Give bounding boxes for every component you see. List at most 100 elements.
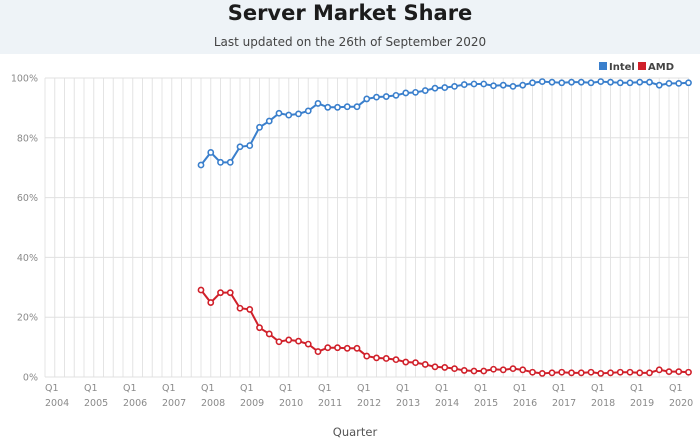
data-point-amd[interactable] <box>675 368 683 376</box>
data-point-amd[interactable] <box>558 368 566 376</box>
data-point-amd[interactable] <box>412 359 419 367</box>
data-point-amd[interactable] <box>490 365 497 373</box>
data-point-intel[interactable] <box>324 103 332 111</box>
data-point-intel[interactable] <box>197 161 205 169</box>
data-point-amd[interactable] <box>470 367 478 375</box>
data-point-intel[interactable] <box>616 79 624 87</box>
data-point-intel[interactable] <box>256 123 263 131</box>
data-point-intel[interactable] <box>519 81 527 89</box>
data-point-intel[interactable] <box>626 79 634 87</box>
data-point-intel[interactable] <box>421 87 429 94</box>
data-point-amd[interactable] <box>509 365 517 373</box>
data-point-amd[interactable] <box>607 369 614 377</box>
data-point-amd[interactable] <box>382 355 390 362</box>
data-point-amd[interactable] <box>519 366 527 374</box>
data-point-intel[interactable] <box>460 81 468 88</box>
data-point-amd[interactable] <box>265 330 273 338</box>
data-point-amd[interactable] <box>577 369 585 377</box>
data-point-intel[interactable] <box>285 111 293 119</box>
data-point-amd[interactable] <box>324 344 332 352</box>
data-point-amd[interactable] <box>480 367 488 375</box>
data-point-amd[interactable] <box>197 286 205 294</box>
data-point-amd[interactable] <box>685 368 692 376</box>
data-point-amd[interactable] <box>499 366 507 374</box>
data-point-intel[interactable] <box>353 103 361 111</box>
data-point-intel[interactable] <box>275 109 283 117</box>
data-point-intel[interactable] <box>334 103 341 111</box>
data-point-amd[interactable] <box>597 370 605 377</box>
data-point-intel[interactable] <box>382 93 390 100</box>
data-point-amd[interactable] <box>646 369 653 377</box>
data-point-amd[interactable] <box>616 368 624 376</box>
data-point-intel[interactable] <box>646 78 653 86</box>
data-point-intel[interactable] <box>295 110 302 118</box>
data-point-intel[interactable] <box>675 79 683 87</box>
data-point-amd[interactable] <box>587 368 595 376</box>
data-point-amd[interactable] <box>538 370 546 377</box>
data-point-amd[interactable] <box>655 366 663 374</box>
data-point-amd[interactable] <box>363 352 371 360</box>
data-point-amd[interactable] <box>548 369 556 377</box>
data-point-intel[interactable] <box>246 142 254 149</box>
data-point-intel[interactable] <box>685 79 692 87</box>
data-point-intel[interactable] <box>226 158 234 166</box>
data-point-intel[interactable] <box>441 84 449 91</box>
data-point-intel[interactable] <box>655 81 663 89</box>
data-point-amd[interactable] <box>246 306 254 313</box>
data-point-intel[interactable] <box>431 84 439 92</box>
data-point-amd[interactable] <box>373 354 380 362</box>
data-point-amd[interactable] <box>285 336 293 344</box>
data-point-intel[interactable] <box>636 78 644 86</box>
data-point-amd[interactable] <box>304 340 312 348</box>
data-point-intel[interactable] <box>529 79 536 87</box>
data-point-amd[interactable] <box>392 356 400 364</box>
data-point-amd[interactable] <box>295 337 302 345</box>
data-point-amd[interactable] <box>451 365 458 373</box>
data-point-intel[interactable] <box>373 93 380 101</box>
data-point-intel[interactable] <box>402 89 410 97</box>
data-point-intel[interactable] <box>490 82 497 90</box>
data-point-intel[interactable] <box>236 143 244 151</box>
data-point-amd[interactable] <box>665 368 673 376</box>
data-point-amd[interactable] <box>529 368 536 376</box>
data-point-amd[interactable] <box>636 369 644 377</box>
data-point-intel[interactable] <box>470 80 478 88</box>
data-point-intel[interactable] <box>304 107 312 115</box>
legend-label-intel[interactable]: Intel <box>609 62 635 73</box>
data-point-intel[interactable] <box>207 149 215 156</box>
data-point-intel[interactable] <box>314 100 322 107</box>
data-point-amd[interactable] <box>334 344 341 352</box>
data-point-intel[interactable] <box>451 82 458 90</box>
data-point-amd[interactable] <box>256 324 263 332</box>
data-point-intel[interactable] <box>568 78 575 86</box>
data-point-amd[interactable] <box>226 289 234 297</box>
data-point-intel[interactable] <box>587 79 595 87</box>
data-point-amd[interactable] <box>207 299 215 306</box>
data-point-intel[interactable] <box>343 103 351 111</box>
data-point-intel[interactable] <box>597 78 605 85</box>
data-point-intel[interactable] <box>665 79 673 87</box>
legend-swatch-amd[interactable] <box>638 62 646 70</box>
data-point-amd[interactable] <box>217 289 224 297</box>
data-point-intel[interactable] <box>412 88 419 96</box>
data-point-amd[interactable] <box>353 344 361 352</box>
data-point-intel[interactable] <box>392 91 400 99</box>
data-point-intel[interactable] <box>217 158 224 166</box>
data-point-intel[interactable] <box>558 79 566 87</box>
data-point-amd[interactable] <box>626 368 634 376</box>
data-point-intel[interactable] <box>577 78 585 86</box>
data-point-amd[interactable] <box>402 358 410 366</box>
data-point-amd[interactable] <box>441 364 449 371</box>
legend-swatch-intel[interactable] <box>599 62 607 70</box>
data-point-intel[interactable] <box>607 78 614 86</box>
data-point-intel[interactable] <box>548 78 556 86</box>
data-point-intel[interactable] <box>509 82 517 90</box>
data-point-amd[interactable] <box>314 348 322 355</box>
data-point-intel[interactable] <box>480 80 488 88</box>
data-point-amd[interactable] <box>275 338 283 346</box>
data-point-amd[interactable] <box>236 304 244 312</box>
data-point-amd[interactable] <box>431 363 439 371</box>
data-point-intel[interactable] <box>538 78 546 85</box>
data-point-intel[interactable] <box>265 117 273 125</box>
data-point-intel[interactable] <box>499 81 507 89</box>
